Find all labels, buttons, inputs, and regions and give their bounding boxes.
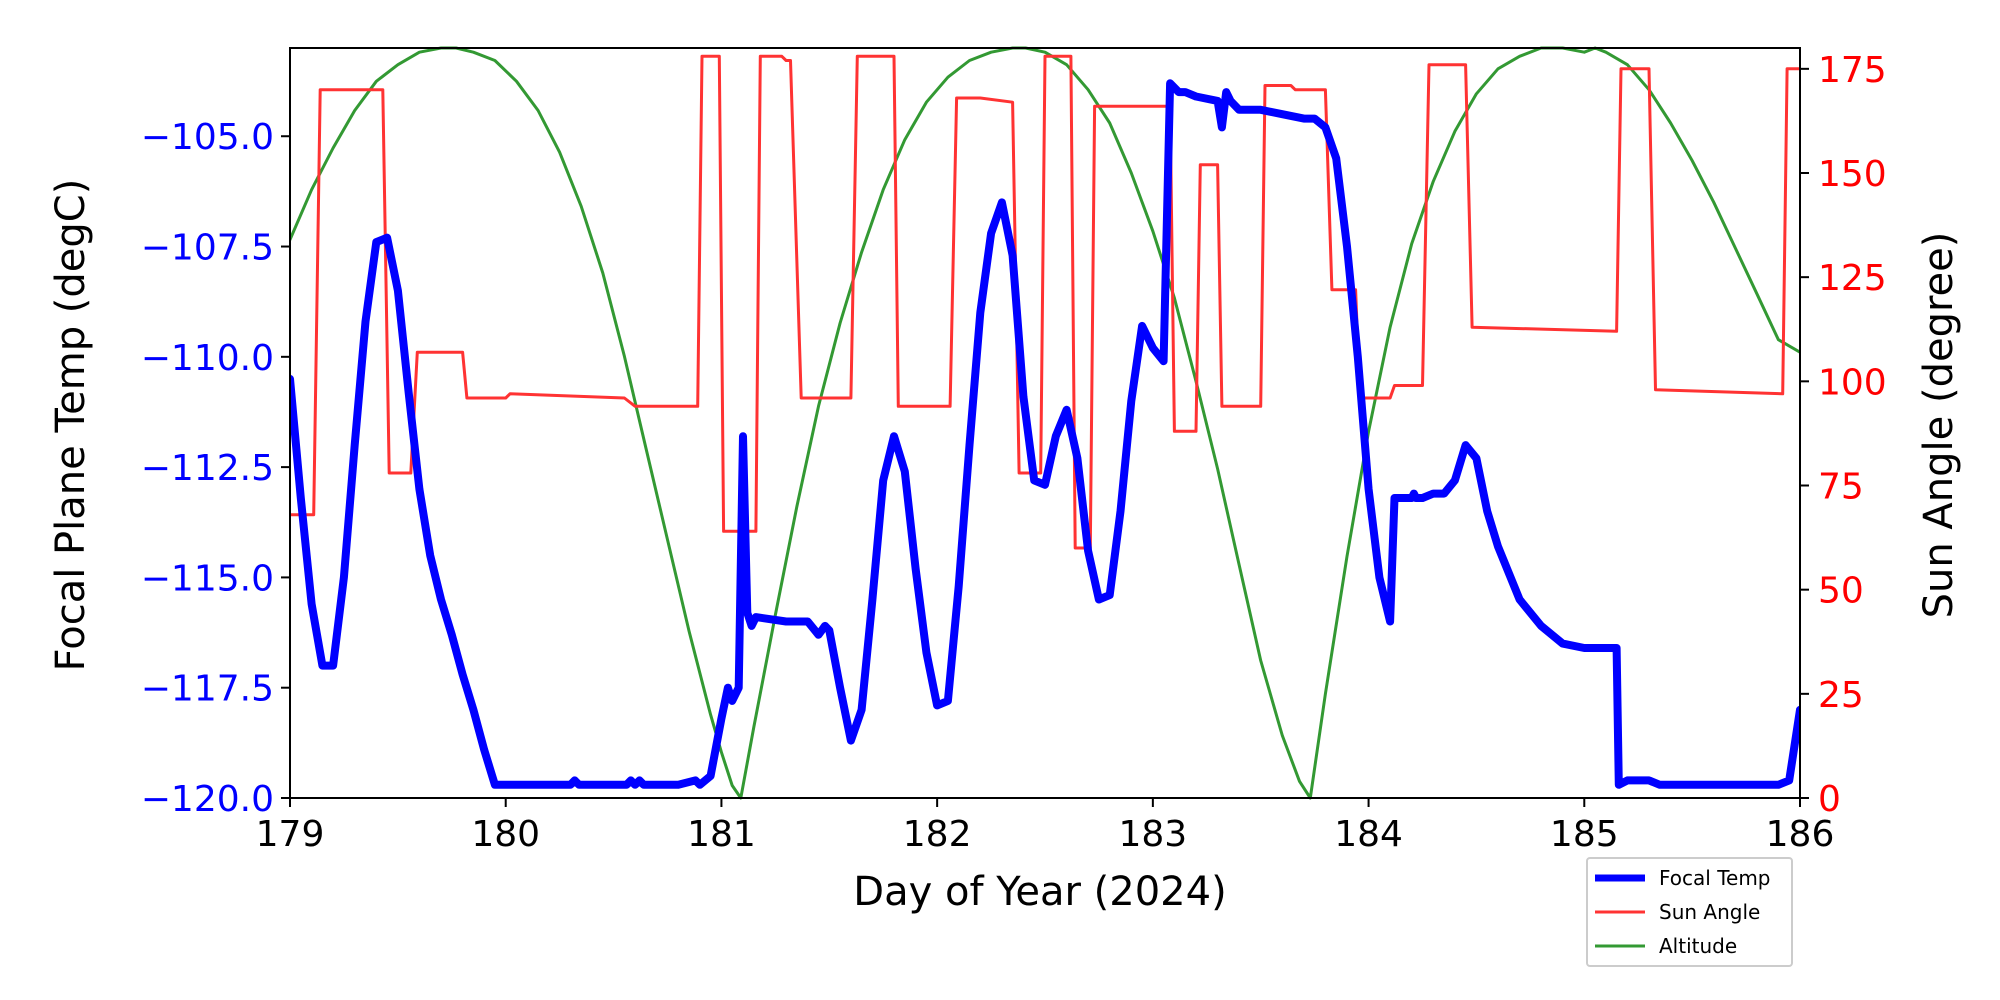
left-y-tick-label: −105.0 [141, 117, 274, 158]
legend: Focal Temp Sun Angle Altitude [1586, 857, 1793, 967]
plot-frame [289, 47, 1801, 799]
right-y-tick-label: 175 [1818, 50, 1887, 91]
axes-layer: 179 180 181 182 183 184 185 186 −120.0 −117.5 −115… [141, 47, 1887, 855]
right-y-tick-label: 150 [1818, 154, 1887, 195]
left-y-axis-label: Focal Plane Temp (degC) [48, 179, 94, 672]
series-line-sun-angle [290, 54, 1800, 550]
right-y-tick-label: 50 [1818, 571, 1864, 612]
right-y-axis-label: Sun Angle (degree) [1916, 232, 1962, 619]
x-tick-label: 186 [1766, 814, 1835, 855]
plot-area [290, 46, 1800, 800]
x-tick-label: 185 [1550, 814, 1619, 855]
x-tick-label: 180 [471, 814, 540, 855]
series-line-focal-temp [290, 79, 1800, 789]
series-layer [290, 46, 1800, 800]
legend-label-altitude: Altitude [1659, 934, 1737, 958]
x-tick-label: 182 [903, 814, 972, 855]
right-y-tick-label: 75 [1818, 467, 1864, 508]
right-y-tick-label: 100 [1818, 362, 1887, 403]
left-y-tick-label: −115.0 [141, 558, 274, 599]
legend-label-sun-angle: Sun Angle [1659, 900, 1760, 924]
x-tick-label: 184 [1334, 814, 1403, 855]
x-tick-label: 181 [687, 814, 756, 855]
right-y-tick-label: 0 [1818, 779, 1841, 820]
left-y-tick-label: −112.5 [141, 448, 274, 489]
right-y-tick-label: 25 [1818, 675, 1864, 716]
left-y-tick-label: −107.5 [141, 228, 274, 269]
x-axis-label: Day of Year (2024) [853, 869, 1226, 915]
legend-box [1586, 857, 1793, 967]
left-y-tick-label: −120.0 [141, 779, 274, 820]
x-tick-label: 179 [256, 814, 325, 855]
left-y-tick-label: −110.0 [141, 338, 274, 379]
legend-label-focal-temp: Focal Temp [1659, 866, 1771, 890]
left-y-tick-label: −117.5 [141, 669, 274, 710]
x-tick-label: 183 [1118, 814, 1187, 855]
right-y-tick-label: 125 [1818, 258, 1887, 299]
